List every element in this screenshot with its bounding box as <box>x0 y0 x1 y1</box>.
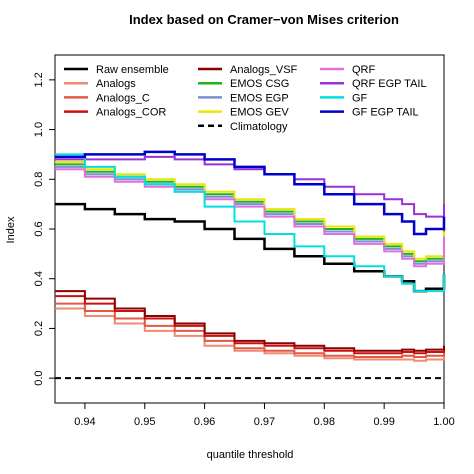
y-tick-label: 0.6 <box>33 221 45 236</box>
series-line-7 <box>55 160 445 260</box>
x-tick-label: 0.99 <box>373 416 394 428</box>
y-tick-label: 1.0 <box>33 122 45 137</box>
y-tick-label: 0.4 <box>33 271 45 286</box>
legend-label: QRF <box>352 64 376 76</box>
legend-label: EMOS GEV <box>230 107 289 119</box>
legend-label: QRF EGP TAIL <box>352 78 427 90</box>
x-tick-label: 0.98 <box>314 416 335 428</box>
series-line-3 <box>55 295 445 355</box>
y-tick-label: 0.0 <box>33 370 45 385</box>
series-line-4 <box>55 290 445 352</box>
y-tick-label: 0.8 <box>33 172 45 187</box>
series-line-12 <box>55 150 446 236</box>
legend-label: GF EGP TAIL <box>352 107 419 119</box>
series-line-5 <box>55 163 445 263</box>
y-axis-label: Index <box>5 216 17 243</box>
chart-title: Index based on Cramer−von Mises criterio… <box>129 12 399 27</box>
x-tick-label: 0.95 <box>134 416 155 428</box>
series-line-1 <box>55 307 445 362</box>
legend-label: Analogs <box>96 78 136 90</box>
legend-label: Climatology <box>230 121 288 133</box>
legend-label: EMOS EGP <box>230 92 289 104</box>
legend: Raw ensemble Analogs Analogs_C Analogs_COR A… <box>64 64 427 133</box>
x-axis-label: quantile threshold <box>207 449 294 461</box>
y-axis: 0.0 0.2 0.4 0.6 0.8 1.0 1.2 <box>33 72 55 386</box>
x-tick-label: 1.00 <box>433 416 454 428</box>
series-line-0 <box>55 202 446 293</box>
series-line-9 <box>55 168 445 268</box>
legend-label: Analogs_C <box>96 92 150 104</box>
y-tick-label: 1.2 <box>33 72 45 87</box>
legend-label: GF <box>352 92 368 104</box>
y-tick-label: 0.2 <box>33 321 45 336</box>
series-line-2 <box>55 302 445 358</box>
x-tick-label: 0.96 <box>194 416 215 428</box>
series-layer <box>55 150 446 380</box>
x-tick-label: 0.97 <box>254 416 275 428</box>
x-tick-label: 0.94 <box>74 416 95 428</box>
x-axis: 0.94 0.95 0.96 0.97 0.98 0.99 1.00 <box>74 403 455 428</box>
legend-label: Analogs_COR <box>96 107 166 119</box>
legend-label: EMOS CSG <box>230 78 289 90</box>
legend-label: Raw ensemble <box>96 64 169 76</box>
series-line-11 <box>55 153 445 293</box>
plot-area: 0.94 0.95 0.96 0.97 0.98 0.99 1.00 0.00.20.40.… <box>33 54 455 428</box>
legend-label: Analogs_VSF <box>230 64 298 76</box>
